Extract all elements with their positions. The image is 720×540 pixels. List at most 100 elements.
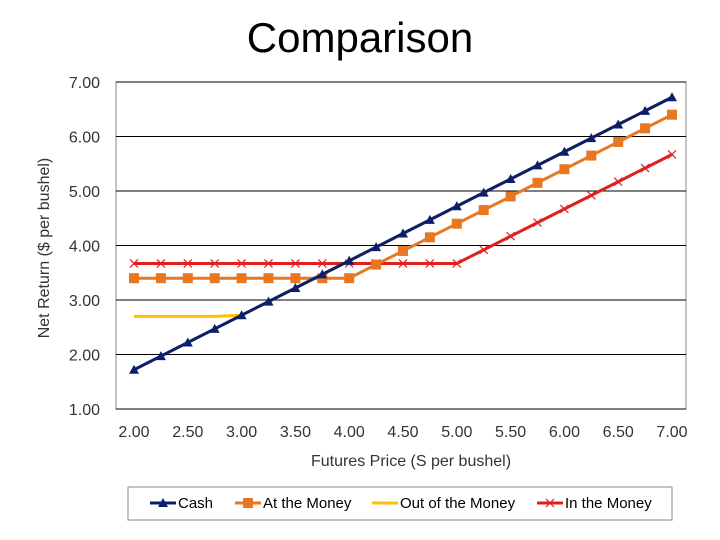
- legend: Cash At the Money Out of the Money In the M…: [150, 495, 652, 512]
- data-point: [586, 190, 596, 200]
- data-point: [667, 92, 677, 102]
- data-point: [155, 351, 166, 361]
- data-point: [344, 273, 355, 284]
- series-cash: [129, 92, 677, 374]
- data-point: [559, 164, 570, 175]
- x-tick-label: 3.50: [280, 424, 311, 441]
- data-point: [613, 136, 624, 147]
- data-point: [532, 177, 543, 188]
- data-point: [667, 150, 677, 159]
- chart-title: Comparison: [246, 14, 474, 61]
- data-point: [640, 123, 651, 134]
- data-point: [317, 269, 328, 279]
- legend-item: Cash: [150, 495, 213, 512]
- data-point: [263, 296, 274, 306]
- x-tick-label: 6.50: [603, 424, 634, 441]
- y-tick-label: 7.00: [69, 75, 100, 92]
- data-point: [290, 259, 300, 268]
- data-point: [505, 191, 516, 202]
- data-point: [371, 242, 382, 252]
- legend-label: At the Money: [263, 495, 352, 512]
- data-point: [264, 259, 273, 268]
- y-tick-label: 1.00: [69, 402, 100, 419]
- x-tick-label: 4.00: [334, 424, 365, 441]
- legend-item: In the Money: [537, 495, 652, 512]
- legend-label: In the Money: [565, 495, 652, 512]
- data-point: [425, 259, 435, 268]
- data-point: [156, 259, 166, 268]
- data-point: [210, 259, 220, 268]
- x-tick-label: 5.00: [441, 424, 472, 441]
- axis-ticks: 1.00 2.00 3.00 4.00 5.00 6.00 7.00 2.00 2.50 3.00…: [69, 75, 688, 441]
- data-point: [506, 231, 516, 241]
- data-point: [559, 204, 569, 214]
- y-tick-label: 4.00: [69, 239, 100, 256]
- data-point: [263, 273, 274, 284]
- data-point: [613, 119, 624, 129]
- data-point: [545, 498, 555, 508]
- grid: [116, 81, 686, 410]
- data-point: [640, 163, 650, 173]
- data-point: [640, 105, 651, 115]
- x-tick-label: 7.00: [656, 424, 687, 441]
- data-point: [183, 259, 193, 268]
- data-point: [478, 205, 489, 216]
- data-point: [613, 177, 623, 187]
- legend-item: At the Money: [235, 495, 352, 512]
- data-point: [129, 273, 139, 284]
- data-point: [533, 218, 542, 228]
- series-at-the-money: [129, 109, 677, 284]
- x-tick-label: 6.00: [549, 424, 580, 441]
- data-point: [129, 259, 139, 268]
- x-tick-label: 4.50: [387, 424, 418, 441]
- data-point: [182, 337, 193, 347]
- data-point: [398, 245, 408, 256]
- data-point: [532, 160, 543, 170]
- series-in-the-money: [129, 150, 677, 268]
- series-line: [134, 95, 673, 318]
- data-point: [236, 273, 247, 284]
- series-layer: [129, 92, 677, 374]
- data-point: [344, 255, 355, 265]
- data-point: [478, 187, 489, 197]
- data-point: [452, 259, 462, 268]
- data-point: [236, 310, 247, 320]
- x-tick-label: 5.50: [495, 424, 526, 441]
- data-point: [237, 259, 247, 268]
- data-point: [290, 283, 301, 293]
- data-point: [290, 273, 301, 284]
- data-point: [129, 364, 139, 374]
- y-tick-label: 3.00: [69, 293, 100, 310]
- data-point: [451, 218, 462, 229]
- data-point: [243, 498, 253, 508]
- x-tick-label: 2.00: [118, 424, 149, 441]
- data-point: [398, 259, 408, 268]
- y-axis-title: Net Return ($ per bushel): [36, 158, 53, 339]
- series-out-of-the-money: [134, 95, 673, 318]
- data-point: [398, 228, 408, 238]
- data-point: [424, 214, 435, 224]
- x-tick-label: 2.50: [172, 424, 203, 441]
- data-point: [317, 259, 327, 268]
- data-point: [586, 150, 597, 161]
- data-point: [451, 201, 462, 211]
- x-tick-label: 3.00: [226, 424, 257, 441]
- legend-label: Cash: [178, 495, 213, 512]
- data-point: [559, 146, 570, 156]
- x-axis-title: Futures Price (S per bushel): [311, 453, 511, 470]
- y-tick-label: 5.00: [69, 184, 100, 201]
- data-point: [667, 109, 677, 120]
- data-point: [158, 498, 168, 507]
- data-point: [371, 259, 382, 270]
- y-tick-label: 2.00: [69, 348, 100, 365]
- legend-item: Out of the Money: [372, 495, 516, 512]
- data-point: [424, 232, 435, 243]
- legend-label: Out of the Money: [400, 495, 516, 512]
- data-point: [586, 133, 597, 143]
- data-point: [479, 245, 489, 255]
- data-point: [155, 273, 166, 284]
- legend-box: [127, 486, 673, 521]
- y-tick-label: 6.00: [69, 130, 100, 147]
- data-point: [209, 273, 220, 284]
